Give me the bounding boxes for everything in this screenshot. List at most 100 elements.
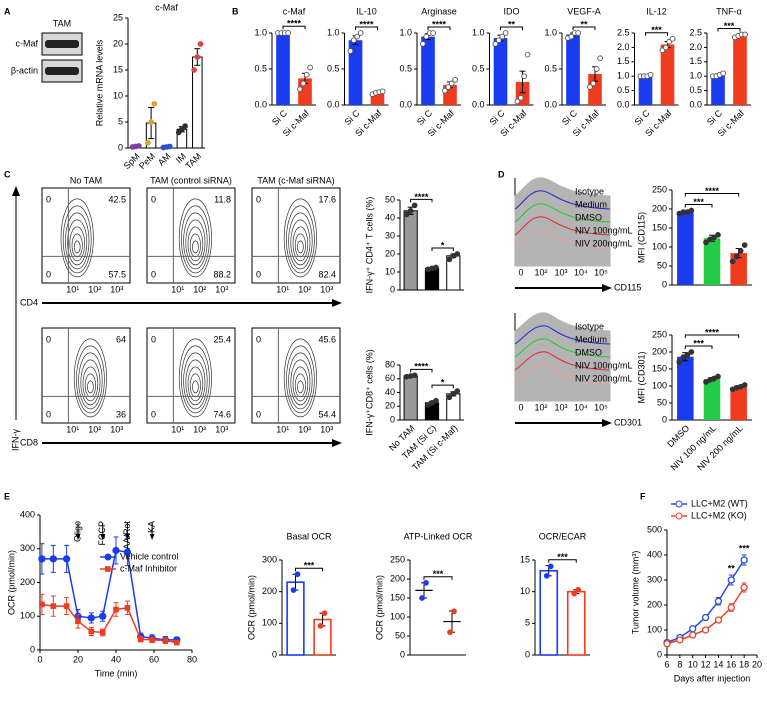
data-point bbox=[297, 86, 303, 93]
y-tick-label: 10 bbox=[113, 90, 123, 100]
y-tick-label: 300 bbox=[262, 554, 277, 564]
data-point bbox=[321, 610, 328, 617]
arrow-head bbox=[100, 534, 106, 540]
marker bbox=[727, 603, 735, 612]
y-tick-label: 200 bbox=[390, 573, 405, 583]
y-tick-label: 300 bbox=[647, 574, 662, 584]
x-axis-label: Time (min) bbox=[95, 668, 138, 678]
y-tick-label: 25 bbox=[113, 12, 123, 22]
flow-contour bbox=[178, 338, 212, 418]
flow-tick-label: 10¹ bbox=[171, 424, 184, 434]
histogram-legend: DMSO bbox=[575, 212, 602, 222]
significance-bracket bbox=[282, 25, 306, 30]
y-axis-label: Relative mRNA levels bbox=[94, 39, 104, 126]
y-tick-label: 80 bbox=[385, 359, 395, 369]
panel-label: B bbox=[232, 6, 239, 16]
data-point bbox=[454, 251, 461, 257]
data-point bbox=[294, 571, 301, 578]
y-tick-label: 0.5 bbox=[327, 63, 340, 73]
y-tick-label: 1.5 bbox=[617, 56, 630, 66]
series-line bbox=[41, 603, 177, 644]
marker bbox=[701, 626, 710, 634]
y-tick-label: 50 bbox=[385, 194, 395, 204]
marker bbox=[714, 597, 723, 605]
flow-tick-label: 10¹ bbox=[276, 424, 289, 434]
y-axis-label: MFI (CD301) bbox=[636, 351, 646, 403]
bar bbox=[493, 38, 508, 105]
flow-contour bbox=[288, 352, 313, 410]
hist-marker-label: CD115 bbox=[614, 282, 641, 292]
significance-bracket bbox=[684, 334, 740, 338]
flow-tick-label: 10² bbox=[88, 284, 101, 294]
data-point bbox=[446, 256, 453, 263]
data-point bbox=[647, 71, 654, 78]
marker bbox=[174, 639, 180, 646]
data-point bbox=[450, 391, 457, 397]
y-tick-label: 0.0 bbox=[472, 99, 485, 109]
marker bbox=[740, 583, 748, 592]
legend-marker bbox=[675, 512, 683, 520]
data-point bbox=[379, 88, 386, 95]
y-tick-label: 200 bbox=[647, 599, 662, 609]
significance-label: *** bbox=[304, 561, 315, 571]
data-point bbox=[688, 207, 695, 214]
chart-title: c-Maf bbox=[283, 6, 306, 16]
y-tick-label: 0 bbox=[390, 284, 395, 294]
data-point bbox=[182, 123, 188, 130]
marker bbox=[740, 556, 748, 564]
marker bbox=[38, 555, 46, 563]
y-tick-label: 1.0 bbox=[399, 27, 412, 37]
data-point bbox=[452, 76, 458, 83]
significance-label: **** bbox=[705, 327, 720, 337]
y-tick-label: 100 bbox=[20, 611, 35, 621]
y-axis-label: IFN-γ⁺ CD4⁺ T cells (%) bbox=[364, 197, 374, 294]
x-tick-label: 16 bbox=[726, 659, 736, 669]
flow-frame bbox=[41, 187, 131, 284]
significance-label: **** bbox=[414, 362, 429, 372]
bar bbox=[286, 581, 305, 656]
flow-contour bbox=[297, 380, 304, 394]
data-point bbox=[517, 94, 524, 101]
flow-tick-label: 10³ bbox=[110, 284, 123, 294]
marker bbox=[49, 555, 57, 563]
y-axis-label: OCR (pmol/min) bbox=[6, 550, 16, 615]
y-tick-label: 150 bbox=[652, 222, 667, 232]
chart-title: c-Maf bbox=[155, 2, 178, 12]
data-point bbox=[307, 64, 313, 71]
data-point bbox=[448, 80, 455, 87]
chart-title: IDO bbox=[503, 6, 519, 16]
data-point bbox=[499, 33, 506, 40]
data-point bbox=[587, 84, 593, 90]
y-tick-label: 250 bbox=[390, 554, 405, 564]
quadrant-value: 82.4 bbox=[318, 269, 336, 279]
quadrant-value: 42.5 bbox=[108, 194, 126, 204]
marker bbox=[99, 612, 107, 620]
significance-bracket bbox=[645, 32, 668, 36]
hist-marker-label: CD301 bbox=[614, 417, 642, 427]
marker bbox=[88, 628, 95, 635]
flow-contour bbox=[286, 205, 315, 274]
marker bbox=[124, 605, 131, 611]
significance-bracket bbox=[717, 27, 741, 32]
flow-contour bbox=[60, 198, 94, 278]
data-point bbox=[733, 253, 740, 260]
flow-tick-label: 10² bbox=[298, 284, 311, 294]
x-tick-label: TAM bbox=[183, 151, 203, 171]
marker bbox=[137, 636, 144, 642]
arrow-head bbox=[124, 534, 130, 540]
y-tick-label: 60 bbox=[385, 373, 395, 383]
x-tick-label: 12 bbox=[701, 659, 711, 669]
y-tick-label: 100 bbox=[652, 380, 667, 390]
data-point bbox=[191, 67, 197, 73]
data-point bbox=[411, 372, 418, 379]
data-point bbox=[433, 264, 439, 271]
data-point bbox=[571, 590, 578, 597]
quadrant-value: 64 bbox=[116, 334, 126, 344]
flow-tick-label: 10² bbox=[193, 284, 206, 294]
significance-bracket bbox=[684, 204, 713, 208]
flow-contour bbox=[80, 359, 101, 406]
bar bbox=[348, 40, 363, 106]
legend-marker bbox=[105, 566, 111, 572]
y-tick-label: 15 bbox=[113, 64, 123, 74]
quadrant-value: 88.2 bbox=[213, 269, 231, 279]
